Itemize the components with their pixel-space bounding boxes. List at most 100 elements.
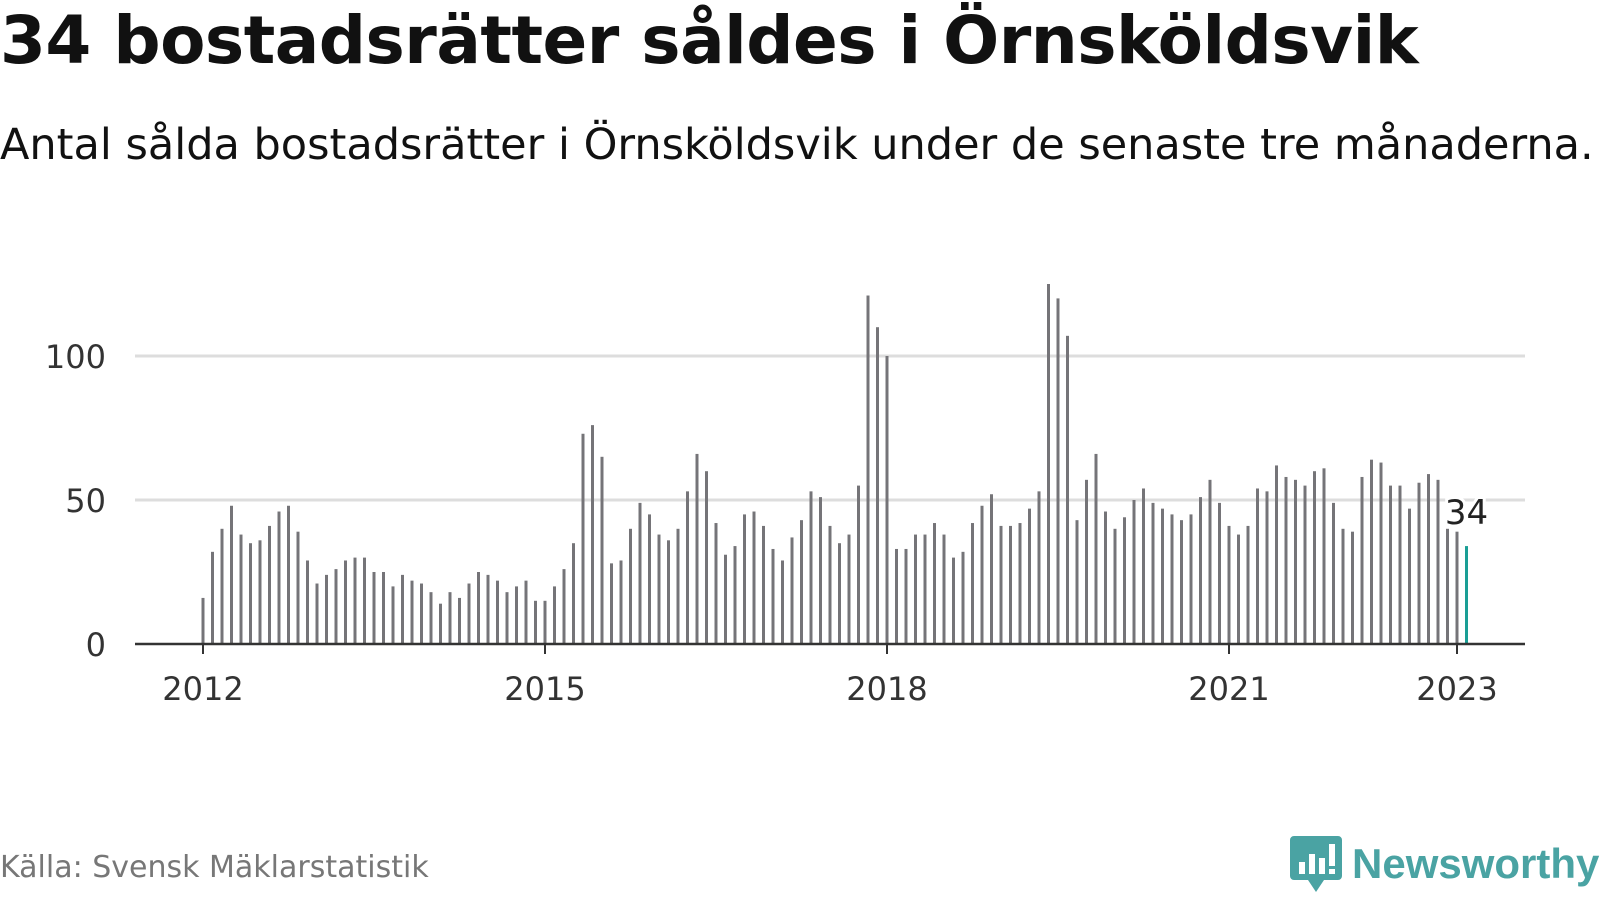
bar bbox=[847, 534, 851, 644]
bar bbox=[990, 494, 993, 644]
bar bbox=[1104, 511, 1107, 644]
highlight-value-label: 34 bbox=[1445, 493, 1488, 533]
bar bbox=[657, 534, 661, 644]
bar bbox=[1427, 474, 1430, 644]
bar bbox=[458, 597, 461, 644]
bar bbox=[724, 554, 727, 644]
bar bbox=[1446, 528, 1449, 644]
bar bbox=[1094, 453, 1098, 644]
bar bbox=[249, 543, 252, 644]
bar bbox=[1132, 500, 1136, 644]
bar bbox=[1018, 523, 1022, 644]
bar bbox=[638, 502, 642, 644]
bar bbox=[809, 491, 813, 644]
bar bbox=[1218, 502, 1221, 644]
bar bbox=[1379, 462, 1383, 644]
bar bbox=[201, 597, 205, 644]
bar bbox=[733, 546, 737, 644]
bar bbox=[686, 491, 689, 644]
bar bbox=[1142, 488, 1145, 644]
bar bbox=[1066, 335, 1069, 644]
bar bbox=[562, 569, 566, 644]
axes bbox=[135, 642, 1525, 654]
labels: 0 50 100 2012 2015 2018 2021 2023 34 bbox=[45, 338, 1498, 708]
bar bbox=[220, 528, 224, 644]
bar bbox=[1047, 284, 1050, 644]
bar bbox=[600, 456, 604, 644]
bar bbox=[1332, 502, 1335, 644]
bar bbox=[296, 531, 300, 644]
bar bbox=[904, 548, 908, 644]
bar bbox=[1322, 468, 1326, 644]
x-tick-label: 2018 bbox=[846, 670, 927, 708]
bar bbox=[914, 534, 917, 644]
bar bbox=[391, 586, 395, 644]
gridlines bbox=[135, 354, 1525, 502]
bar bbox=[477, 572, 480, 644]
bar bbox=[619, 560, 623, 644]
x-tick-label: 2012 bbox=[162, 670, 243, 708]
bar bbox=[1246, 525, 1250, 644]
bar bbox=[505, 592, 509, 644]
bar bbox=[363, 557, 366, 644]
bar bbox=[230, 505, 233, 644]
bar bbox=[762, 525, 765, 644]
bar bbox=[486, 574, 490, 644]
bar bbox=[1037, 491, 1041, 644]
bar bbox=[895, 548, 898, 644]
bar bbox=[1227, 525, 1231, 644]
highlighted-bar bbox=[1465, 546, 1468, 644]
bar bbox=[1161, 508, 1164, 644]
bar bbox=[553, 586, 556, 644]
bar bbox=[1199, 497, 1202, 644]
bar bbox=[876, 327, 879, 644]
bar bbox=[1075, 520, 1079, 644]
bar bbox=[752, 511, 756, 644]
bar bbox=[277, 511, 281, 644]
bar bbox=[448, 592, 452, 644]
bar bbox=[1389, 485, 1392, 644]
source-note: Källa: Svensk Mäklarstatistik bbox=[0, 850, 429, 885]
x-tick-label: 2021 bbox=[1188, 670, 1269, 708]
bar bbox=[1123, 517, 1126, 644]
bar bbox=[1113, 528, 1117, 644]
bar bbox=[1170, 514, 1174, 644]
bar bbox=[439, 603, 442, 644]
x-tick-label: 2015 bbox=[504, 670, 585, 708]
bar bbox=[800, 520, 803, 644]
bar bbox=[211, 551, 214, 644]
bar bbox=[771, 548, 775, 644]
bar bbox=[1237, 534, 1240, 644]
bar bbox=[353, 557, 357, 644]
bar bbox=[1180, 520, 1183, 644]
bar bbox=[287, 505, 290, 644]
bar bbox=[1294, 479, 1297, 644]
bar bbox=[714, 523, 718, 644]
y-tick-label: 0 bbox=[86, 626, 106, 664]
bar bbox=[325, 574, 328, 644]
bar bbox=[1275, 465, 1278, 644]
bar bbox=[1284, 476, 1288, 644]
bar bbox=[933, 523, 936, 644]
chart-title: 34 bostadsrätter såldes i Örnsköldsvik bbox=[0, 2, 1419, 79]
bar bbox=[667, 540, 670, 644]
bar bbox=[496, 580, 499, 644]
bar bbox=[258, 540, 262, 644]
bar bbox=[543, 600, 547, 644]
bar bbox=[401, 574, 404, 644]
bar bbox=[372, 572, 376, 644]
bars bbox=[201, 284, 1468, 644]
bar bbox=[1056, 298, 1060, 644]
bar bbox=[781, 560, 784, 644]
bar bbox=[942, 534, 946, 644]
bar bbox=[790, 537, 794, 644]
bar bbox=[705, 471, 708, 644]
bar bbox=[1028, 508, 1031, 644]
bar bbox=[857, 485, 860, 644]
bar bbox=[743, 514, 746, 644]
y-tick-label: 100 bbox=[45, 338, 106, 376]
bar bbox=[961, 551, 965, 644]
bar bbox=[1436, 479, 1440, 644]
y-tick-label: 50 bbox=[65, 482, 106, 520]
bar bbox=[1256, 488, 1259, 644]
